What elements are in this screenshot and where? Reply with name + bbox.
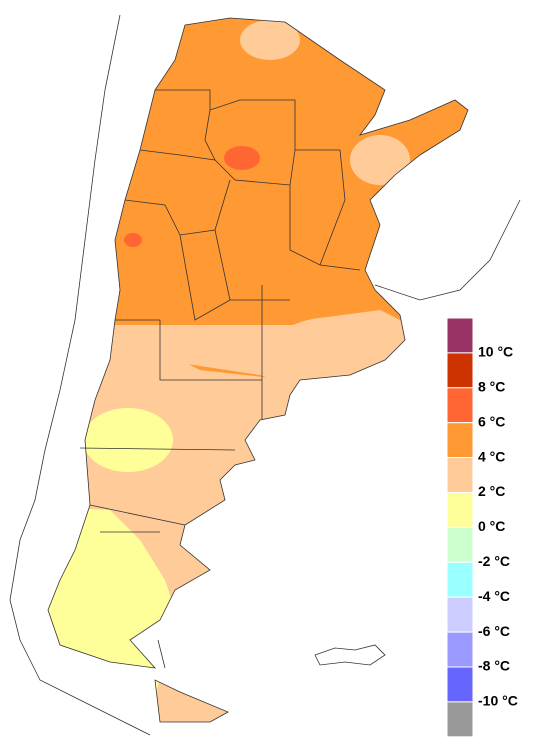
zone-6 bbox=[224, 146, 260, 170]
legend-swatch bbox=[446, 701, 474, 738]
zone-2-east bbox=[275, 317, 395, 373]
legend-label: -2 °C bbox=[478, 553, 510, 569]
legend-label: 2 °C bbox=[478, 483, 505, 499]
zone-2-ne bbox=[350, 135, 410, 185]
zone-6-w bbox=[124, 233, 142, 247]
legend-swatch bbox=[446, 596, 474, 633]
zone-0-blob bbox=[83, 408, 173, 472]
legend-label: -8 °C bbox=[478, 658, 510, 674]
legend-label: 4 °C bbox=[478, 448, 505, 464]
legend-label: -6 °C bbox=[478, 623, 510, 639]
zone-2-n bbox=[240, 20, 300, 60]
legend-label: 10 °C bbox=[478, 344, 513, 360]
uruguay-coast bbox=[374, 199, 521, 301]
legend-label: 6 °C bbox=[478, 413, 505, 429]
legend-label: 0 °C bbox=[478, 518, 505, 534]
legend-swatch bbox=[446, 666, 474, 703]
legend-swatch bbox=[446, 387, 474, 424]
legend-swatch bbox=[446, 561, 474, 598]
legend-label: 8 °C bbox=[478, 379, 505, 395]
legend-label: -4 °C bbox=[478, 588, 510, 604]
legend-swatch bbox=[446, 352, 474, 389]
chile-coast bbox=[9, 14, 151, 736]
legend-swatch bbox=[446, 457, 474, 494]
legend-swatch bbox=[446, 526, 474, 563]
legend-swatch bbox=[446, 492, 474, 528]
legend-label: -10 °C bbox=[478, 693, 518, 709]
malvinas bbox=[314, 644, 386, 666]
legend-swatch bbox=[446, 422, 474, 459]
legend-swatch bbox=[446, 631, 474, 668]
province-borders bbox=[79, 89, 361, 669]
legend-swatch bbox=[446, 317, 474, 354]
